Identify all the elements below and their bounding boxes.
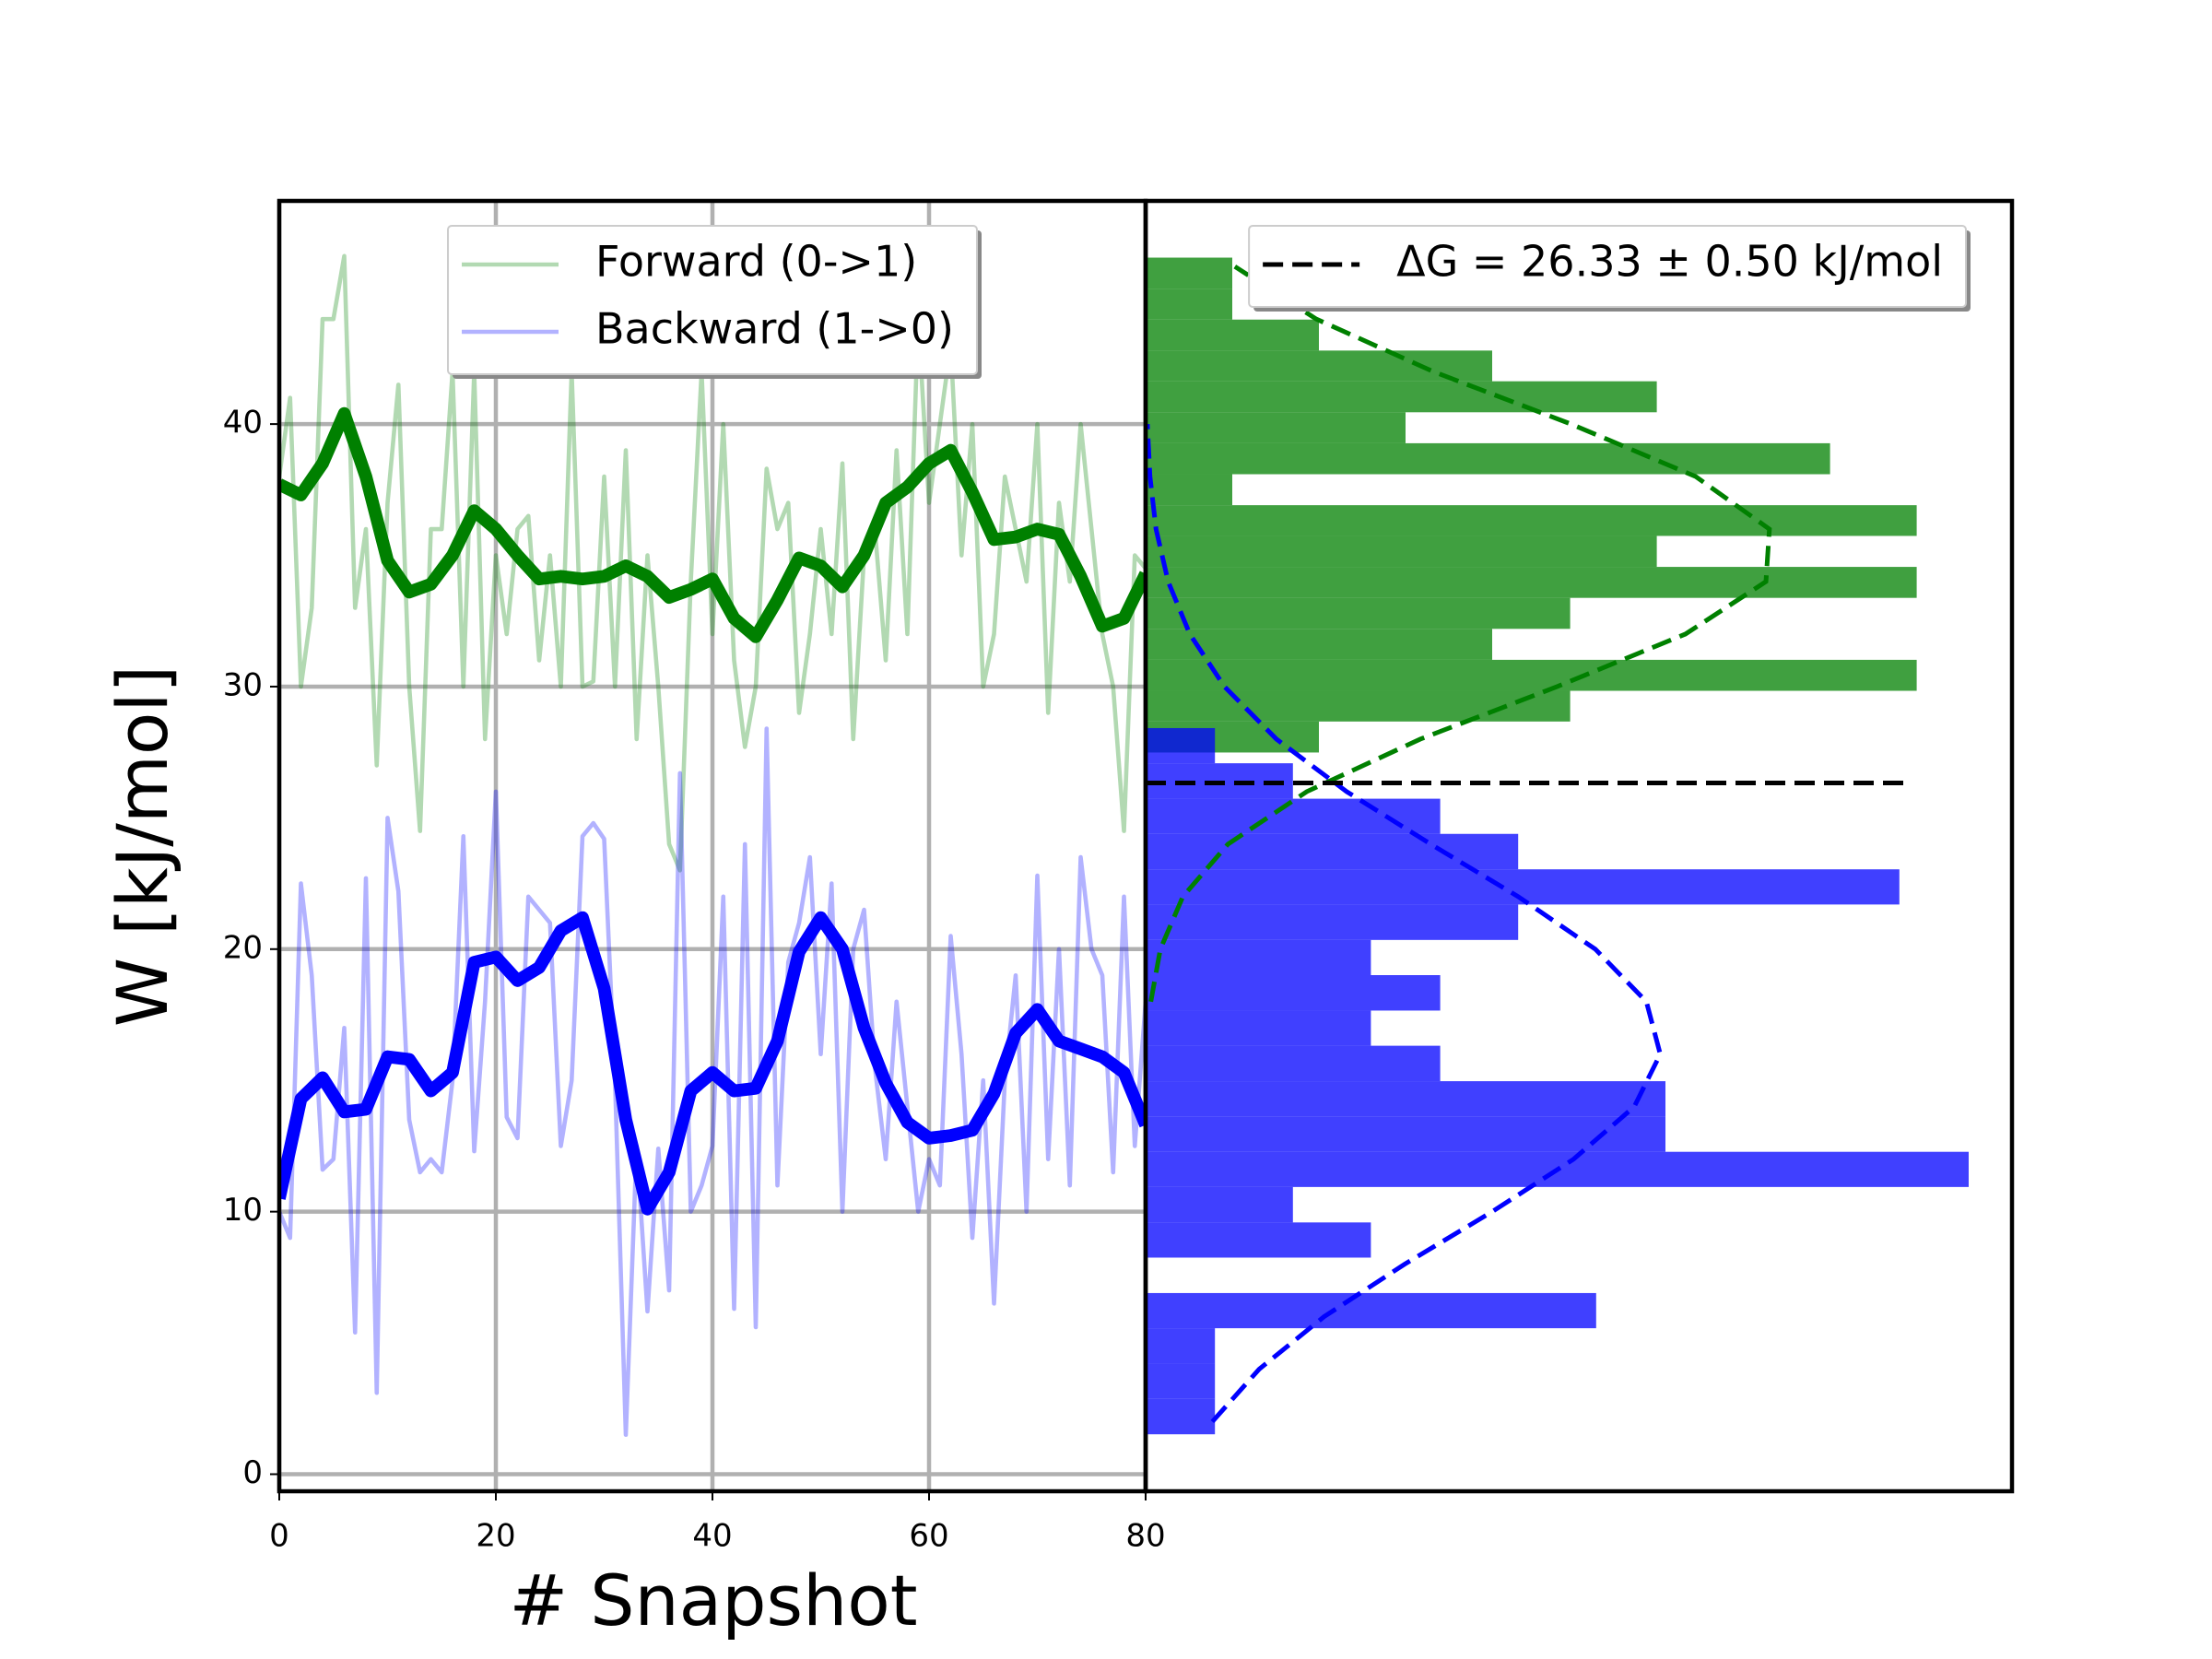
line-series: [279, 253, 1146, 873]
histogram-bar: [1146, 727, 1216, 764]
x-tick-label: 60: [909, 1518, 948, 1555]
y-tick-label: 0: [242, 1454, 263, 1491]
histogram-bar: [1146, 1398, 1216, 1435]
legend-box: [1248, 225, 1967, 308]
legend-box: [447, 225, 978, 375]
histogram-bar: [1146, 939, 1371, 975]
histogram-bar: [1146, 1045, 1441, 1082]
histogram-bar: [1146, 798, 1441, 834]
histogram-bar: [1146, 381, 1657, 413]
line-series: [279, 726, 1146, 1438]
axes-frame: [1143, 198, 2015, 1494]
histogram-bar: [1146, 833, 1519, 870]
x-axis-label: # Snapshot: [509, 1559, 917, 1641]
histogram-bar: [1146, 257, 1232, 289]
histogram-bar: [1146, 1081, 1665, 1117]
histogram-bar: [1146, 567, 1917, 598]
y-tick-label: 40: [223, 405, 263, 441]
legend: ΔG = 26.33 ± 0.50 kJ/mol: [1248, 225, 1971, 312]
histogram-bar: [1146, 1328, 1216, 1364]
histogram-bar: [1146, 288, 1232, 320]
histogram-bar: [1146, 319, 1319, 351]
legend-label: ΔG = 26.33 ± 0.50 kJ/mol: [1396, 237, 1943, 287]
histogram-bar: [1146, 350, 1492, 382]
y-tick-label: 10: [223, 1192, 263, 1229]
histogram-bar: [1146, 442, 1830, 475]
histogram-bar: [1146, 505, 1917, 536]
histogram-bar: [1146, 1292, 1596, 1329]
histogram-bar: [1146, 1010, 1371, 1046]
line-series: [279, 406, 1146, 643]
legend: Forward (0->1) Backward (1->0): [447, 225, 982, 379]
x-tick-label: 80: [1125, 1518, 1165, 1555]
legend-label: Backward (1->0): [595, 304, 954, 354]
x-tick-label: 20: [476, 1518, 515, 1555]
histogram-bar: [1146, 1116, 1665, 1152]
histogram-bar: [1146, 412, 1406, 443]
x-tick-label: 0: [269, 1518, 289, 1555]
y-axis-label: W [kJ/mol]: [101, 665, 183, 1027]
fit-curve: [1148, 265, 1772, 1003]
histogram-bar: [1146, 1222, 1371, 1258]
histogram-bar: [1146, 474, 1232, 506]
histogram-bar: [1146, 1363, 1216, 1399]
histogram-bar: [1146, 535, 1657, 568]
histogram-bar: [1146, 904, 1519, 940]
histogram-bar: [1146, 975, 1441, 1011]
x-tick-label: 40: [692, 1518, 732, 1555]
histogram-bar: [1146, 659, 1917, 691]
histogram-bar: [1146, 690, 1571, 722]
y-tick-label: 30: [223, 666, 263, 703]
legend-label: Forward (0->1): [595, 237, 917, 287]
fit-curve: [1145, 423, 1664, 1424]
histogram-bar: [1146, 597, 1571, 629]
y-tick-label: 20: [223, 929, 263, 966]
line-series: [279, 911, 1146, 1216]
histogram-bar: [1146, 1186, 1293, 1223]
